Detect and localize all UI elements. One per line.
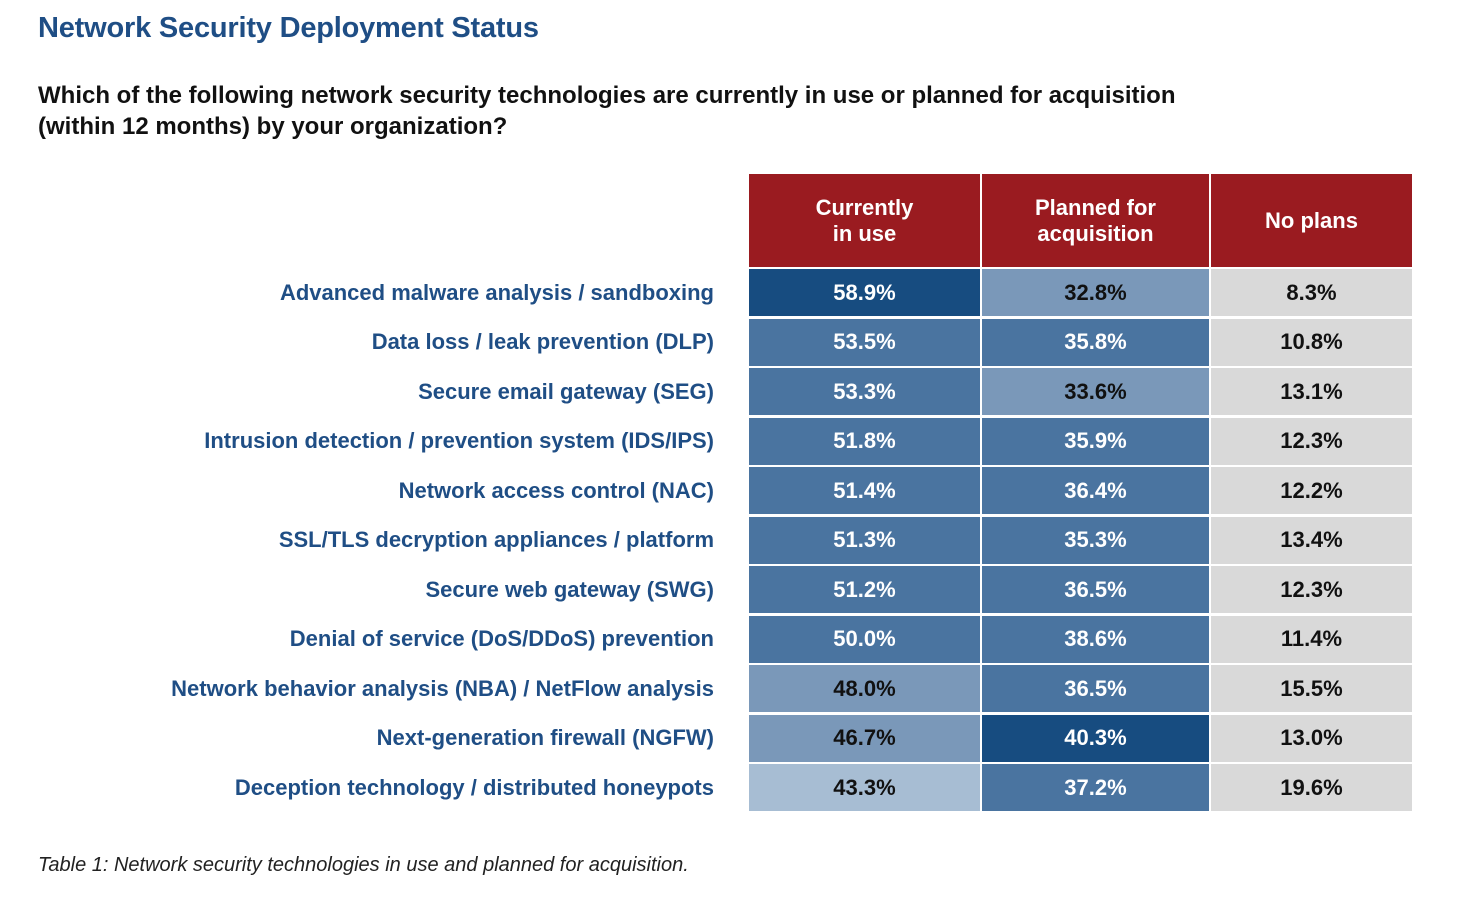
- table-cell-in-use: 43.3%: [749, 764, 980, 811]
- table-cell-no-plans: 10.8%: [1211, 318, 1412, 366]
- table-cell-no-plans: 8.3%: [1211, 269, 1412, 316]
- page-title: Network Security Deployment Status: [38, 12, 539, 44]
- status-table: Currently in use Planned for acquisition No …: [749, 174, 1412, 812]
- row-label: Next-generation firewall (NGFW): [376, 725, 714, 750]
- table-cell-planned: 35.8%: [982, 318, 1209, 366]
- column-header-line: No plans: [1265, 207, 1358, 233]
- table-cell-planned: 35.9%: [982, 417, 1209, 465]
- table-cell-in-use: 46.7%: [749, 714, 980, 762]
- table-cell-in-use: 51.3%: [749, 516, 980, 564]
- table-cell-no-plans: 13.1%: [1211, 368, 1412, 415]
- table-cell-planned: 38.6%: [982, 615, 1209, 663]
- table-cell-planned: 35.3%: [982, 516, 1209, 564]
- table-cell-no-plans: 12.3%: [1211, 566, 1412, 613]
- table-cell-planned: 33.6%: [982, 368, 1209, 415]
- column-header-no-plans: No plans: [1211, 174, 1412, 267]
- row-label: Intrusion detection / prevention system …: [204, 428, 714, 453]
- table-cell-planned: 37.2%: [982, 764, 1209, 811]
- survey-question: Which of the following network security …: [38, 80, 1288, 142]
- table-cell-planned: 36.5%: [982, 566, 1209, 613]
- table-cell-no-plans: 12.3%: [1211, 417, 1412, 465]
- column-header-in-use: Currently in use: [749, 174, 980, 267]
- table-cell-in-use: 51.8%: [749, 417, 980, 465]
- table-cell-no-plans: 15.5%: [1211, 665, 1412, 712]
- row-label: Secure web gateway (SWG): [425, 576, 714, 602]
- row-label: Secure email gateway (SEG): [418, 378, 714, 404]
- table-cell-in-use: 51.4%: [749, 467, 980, 514]
- table-cell-no-plans: 19.6%: [1211, 764, 1412, 811]
- table-cell-no-plans: 13.0%: [1211, 714, 1412, 762]
- row-label: Advanced malware analysis / sandboxing: [279, 279, 714, 305]
- question-line-1: Which of the following network security …: [38, 82, 1176, 109]
- table-cell-no-plans: 13.4%: [1211, 516, 1412, 564]
- question-line-2: (within 12 months) by your organization?: [38, 113, 508, 140]
- row-label: Network behavior analysis (NBA) / NetFlo…: [171, 675, 714, 701]
- table-cell-in-use: 53.5%: [749, 318, 980, 366]
- table-cell-no-plans: 12.2%: [1211, 467, 1412, 514]
- table-cell-planned: 36.5%: [982, 665, 1209, 712]
- table-cell-in-use: 58.9%: [749, 269, 980, 316]
- table-cell-in-use: 50.0%: [749, 615, 980, 663]
- column-header-line: Currently: [815, 194, 914, 220]
- table-cell-planned: 36.4%: [982, 467, 1209, 514]
- table-cell-in-use: 51.2%: [749, 566, 980, 613]
- table-caption: Table 1: Network security technologies i…: [38, 854, 689, 876]
- row-label: Denial of service (DoS/DDoS) prevention: [289, 626, 714, 651]
- table-cell-planned: 32.8%: [982, 269, 1209, 316]
- column-header-planned: Planned for acquisition: [982, 174, 1209, 267]
- column-header-line: Planned for: [1034, 194, 1156, 220]
- table-cell-in-use: 53.3%: [749, 368, 980, 415]
- row-label: Data loss / leak prevention (DLP): [371, 329, 714, 354]
- row-label: Network access control (NAC): [398, 477, 714, 503]
- table-cell-planned: 40.3%: [982, 714, 1209, 762]
- row-label: Deception technology / distributed honey…: [234, 774, 714, 800]
- row-label: SSL/TLS decryption appliances / platform: [278, 527, 714, 552]
- column-header-line: acquisition: [1037, 220, 1154, 246]
- table-cell-in-use: 48.0%: [749, 665, 980, 712]
- table-cell-no-plans: 11.4%: [1211, 615, 1412, 663]
- column-header-line: in use: [832, 220, 897, 246]
